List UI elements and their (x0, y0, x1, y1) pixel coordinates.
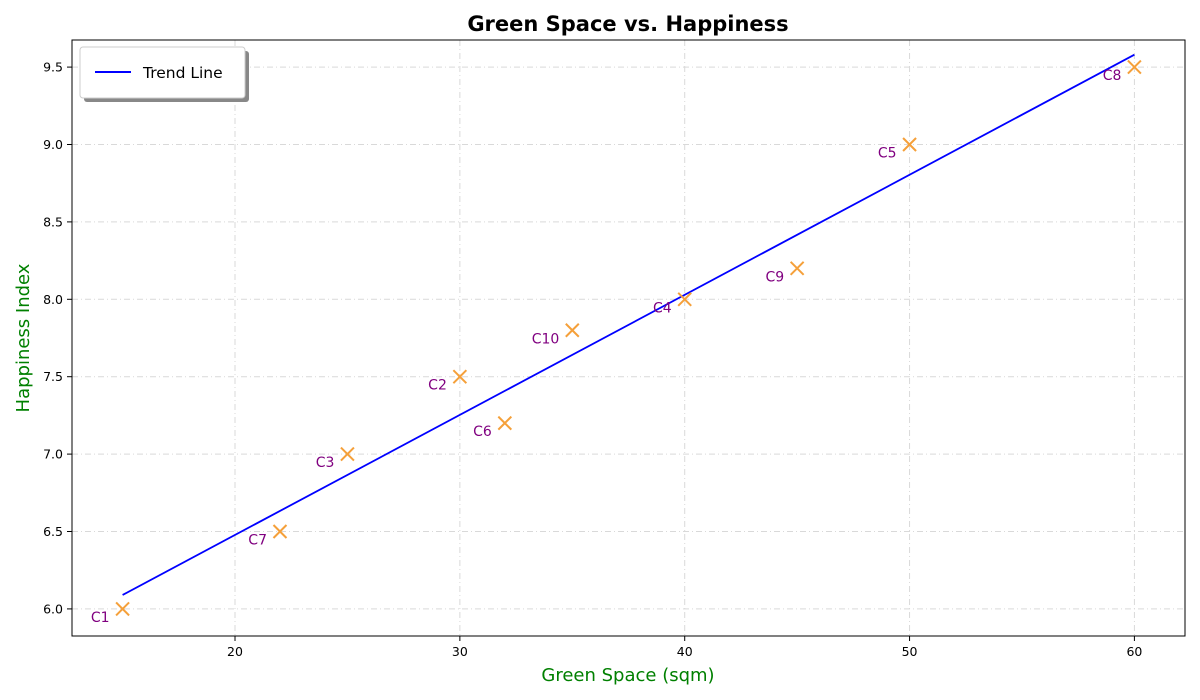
y-tick-label: 8.0 (43, 292, 63, 307)
data-point: C10 (532, 323, 580, 347)
point-label: C5 (878, 145, 897, 161)
data-point: C5 (878, 137, 917, 161)
point-marker (452, 369, 468, 384)
data-point: C4 (653, 292, 692, 316)
grid (72, 40, 1185, 636)
point-marker (340, 446, 355, 462)
data-point: C7 (248, 524, 288, 549)
point-marker (789, 261, 805, 276)
point-label: C8 (1103, 68, 1122, 84)
point-label: C10 (532, 331, 560, 347)
data-point: C2 (428, 369, 468, 394)
legend-box (79, 46, 246, 99)
y-tick-label: 6.0 (43, 601, 63, 616)
data-point: C1 (91, 601, 130, 626)
y-tick-label: 6.5 (43, 524, 63, 539)
y-tick-label: 7.5 (43, 369, 63, 384)
point-label: C3 (316, 455, 335, 471)
points-layer: C1 C2 C3 C4 C5 C6 C7 C8 C9 C10 (91, 59, 1142, 626)
point-marker (677, 292, 692, 307)
y-tick-label: 9.0 (43, 137, 63, 152)
point-marker (497, 415, 513, 431)
point-label: C7 (248, 533, 267, 549)
point-label: C9 (765, 269, 784, 285)
legend: Trend Line (79, 46, 249, 102)
x-tick-label: 40 (677, 644, 693, 659)
trend-line-layer (122, 53, 1135, 596)
ticks-layer: 20 30 40 50 60 6.0 6.5 7.0 7.5 8.0 8.5 9.0 9.5 (43, 60, 1142, 659)
point-marker (272, 524, 288, 539)
point-marker (1127, 59, 1142, 75)
point-label: C6 (473, 424, 492, 440)
point-label: C1 (91, 610, 110, 626)
chart-title: Green Space vs. Happiness (467, 12, 788, 36)
data-point: C6 (473, 415, 513, 440)
y-tick-label: 8.5 (43, 214, 63, 229)
x-tick-label: 50 (902, 644, 918, 659)
plot-frame (71, 39, 1186, 637)
legend-trend-label: Trend Line (142, 64, 223, 82)
x-axis-label: Green Space (sqm) (541, 665, 714, 686)
y-tick-label: 7.0 (43, 447, 63, 462)
x-tick-label: 60 (1126, 644, 1142, 659)
data-point: C3 (316, 446, 355, 471)
x-tick-label: 20 (227, 644, 243, 659)
point-marker (115, 601, 130, 617)
point-label: C2 (428, 378, 447, 394)
point-label: C4 (653, 300, 672, 316)
y-axis-label: Happiness Index (13, 263, 34, 412)
x-tick-label: 30 (452, 644, 468, 659)
data-point: C8 (1103, 59, 1142, 84)
trend-line (122, 53, 1135, 596)
y-tick-label: 9.5 (43, 60, 63, 75)
point-marker (902, 137, 917, 152)
point-marker (565, 323, 580, 338)
data-point: C9 (765, 261, 805, 285)
